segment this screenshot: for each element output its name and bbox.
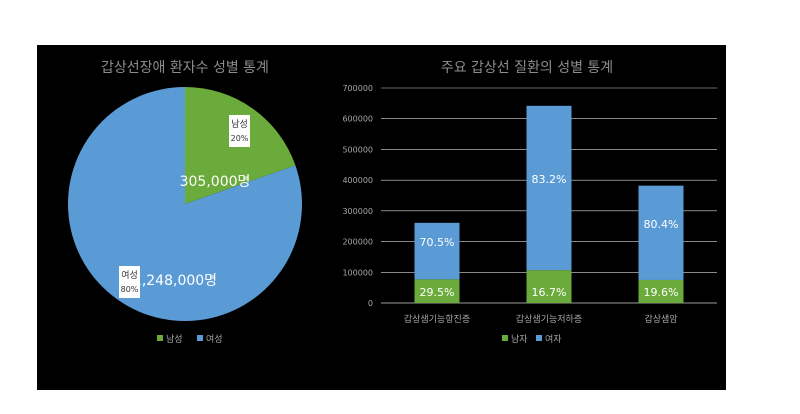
bar-legend-swatch [502, 335, 508, 341]
bar-y-tick-label: 200000 [342, 238, 373, 247]
pie-slice-female [67, 87, 302, 321]
bar-legend-swatch [536, 335, 542, 341]
bar-segment-female [638, 185, 684, 280]
pie-chart-title: 갑상선장애 환자수 성별 통계 [101, 60, 269, 76]
pie-value-label: 305,000명 [180, 174, 251, 190]
bar-legend-label: 남자 [511, 334, 528, 345]
pie-legend: 남성 여성 [157, 333, 223, 345]
bar-y-tick-label: 300000 [342, 207, 373, 216]
pie-legend-label: 남성 [166, 334, 183, 345]
bar-data-label: 80.4% [644, 218, 679, 231]
bar-segment-male [638, 279, 684, 303]
bar-y-tick-label: 700000 [342, 84, 373, 93]
bar-data-label: 29.5% [420, 286, 455, 299]
pie-legend-label: 여성 [206, 333, 223, 345]
bar-segment-male [526, 270, 572, 303]
bar-data-label: 83.2% [532, 173, 567, 186]
pie-chart: 305,000명 1,248,000명 남성 20% 여성 80% [67, 87, 302, 321]
bar-chart-title: 주요 갑상선 질환의 성별 통계 [441, 60, 613, 76]
bar-y-tick-label: 600000 [342, 115, 373, 124]
bar-segment-male [414, 279, 460, 303]
pie-category-label: 남성 [231, 119, 248, 130]
bar-chart: 29.5% 70.5% 16.7% 83.2% 19.6% 80.4% [414, 105, 684, 303]
bar-x-tick-label: 갑상샘기능항진증 [404, 313, 470, 325]
chart-canvas: 갑상선장애 환자수 성별 통계 305,000명1,248,000명남성20%여… [67, 60, 717, 345]
bar-y-tick-label: 500000 [342, 145, 373, 154]
bar-legend-label: 여자 [545, 333, 562, 345]
pie-percent-label: 20% [231, 134, 249, 143]
pie-category-label: 여성 [121, 269, 138, 281]
pie-legend-swatch [197, 335, 203, 341]
bar-y-tick-label: 400000 [342, 176, 373, 185]
bar-y-tick-label: 100000 [342, 268, 373, 277]
bar-segment-female [526, 105, 572, 271]
chart-panel: 갑상선장애 환자수 성별 통계 305,000명 1,248,000명 남성 20% 여… [37, 45, 726, 390]
pie-callout-box [119, 266, 140, 298]
bar-segment-female [414, 222, 460, 280]
bar-x-axis: 갑상샘기능항진증 갑상샘기능저하증 갑상샘암 [404, 313, 678, 325]
bar-data-label: 70.5% [420, 236, 455, 249]
pie-callout-box [229, 115, 250, 147]
bar-legend: 남자 여자 [502, 333, 562, 345]
pie-percent-label: 80% [121, 285, 139, 294]
bar-x-tick-label: 갑상샘기능저하증 [516, 313, 582, 325]
bar-x-tick-label: 갑상샘암 [644, 313, 677, 325]
bar-data-label: 16.7% [532, 286, 567, 299]
bar-data-label: 19.6% [644, 286, 679, 299]
pie-value-label: 1,248,000명 [133, 273, 217, 289]
pie-legend-swatch [157, 335, 163, 341]
bar-y-tick-label: 0 [368, 299, 373, 308]
bar-y-axis: 0 100000 200000 300000 400000 500000 600000 700… [342, 84, 373, 308]
